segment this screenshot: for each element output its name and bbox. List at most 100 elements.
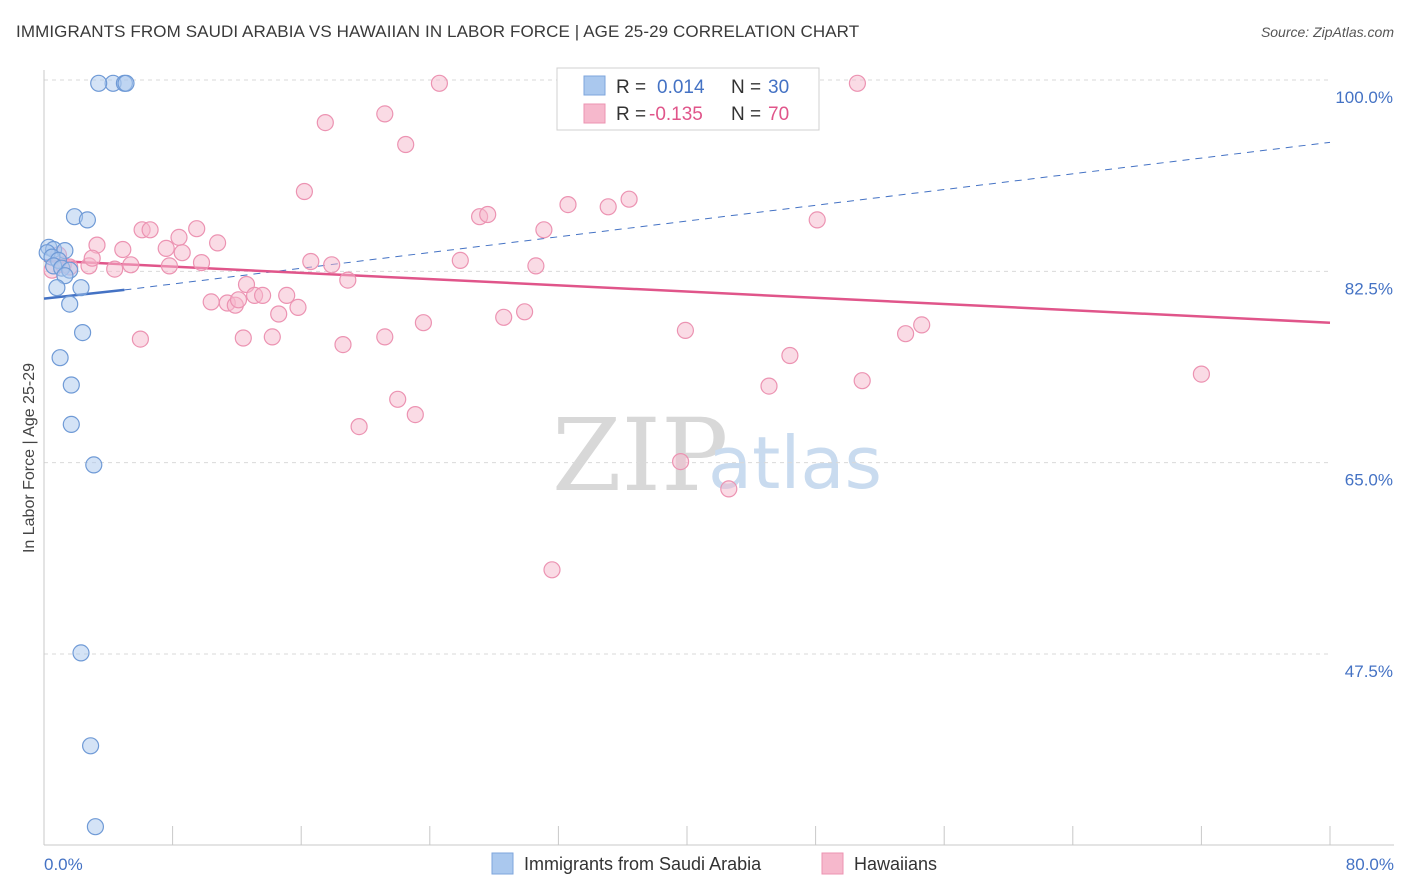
series-legend: Immigrants from Saudi Arabia Hawaiians <box>491 852 937 875</box>
source-credit: Source: ZipAtlas.com <box>1260 24 1394 40</box>
point-saudi-arabia <box>61 295 79 313</box>
point-hawaiian <box>913 316 931 334</box>
point-saudi-arabia <box>73 324 92 342</box>
x-tick-label-min: 0.0% <box>44 855 83 874</box>
point-hawaiian <box>406 406 424 424</box>
point-hawaiian <box>676 321 695 339</box>
point-hawaiian <box>495 308 513 326</box>
y-tick-label: 47.5% <box>1345 662 1393 681</box>
point-saudi-arabia <box>78 211 97 229</box>
point-hawaiian <box>289 298 307 316</box>
point-hawaiian <box>173 244 191 262</box>
y-tick-label: 100.0% <box>1335 88 1393 107</box>
point-hawaiian <box>599 198 617 216</box>
point-hawaiian <box>234 329 252 347</box>
point-hawaiian <box>671 453 690 471</box>
point-saudi-arabia <box>48 279 66 297</box>
point-hawaiian <box>451 251 469 269</box>
series-legend-label-blue: Immigrants from Saudi Arabia <box>524 854 762 874</box>
point-hawaiian <box>202 293 220 311</box>
series-legend-swatch-blue <box>491 852 514 875</box>
y-tick-label: 82.5% <box>1345 279 1393 298</box>
point-hawaiian <box>559 196 577 214</box>
point-hawaiian <box>376 105 394 123</box>
point-hawaiian <box>295 182 313 201</box>
point-saudi-arabia <box>117 74 135 92</box>
point-hawaiian <box>515 303 534 321</box>
point-hawaiian <box>781 346 799 365</box>
point-hawaiian <box>527 257 545 275</box>
legend-r-value-blue: 0.014 <box>657 77 705 98</box>
point-hawaiian <box>414 314 432 332</box>
data-points <box>38 74 1211 836</box>
x-tick-label-max: 80.0% <box>1346 855 1394 874</box>
watermark-zip: ZIP <box>552 397 728 514</box>
point-hawaiian <box>339 271 357 289</box>
legend-n-label-blue: N = <box>731 77 761 98</box>
legend-r-label-blue: R = <box>616 77 646 98</box>
legend-n-value-blue: 30 <box>768 77 789 98</box>
point-hawaiian <box>808 211 826 229</box>
legend-swatch-blue <box>583 75 606 96</box>
legend-n-label-pink: N = <box>731 104 761 125</box>
point-hawaiian <box>278 286 296 304</box>
point-hawaiian <box>160 257 178 275</box>
point-hawaiian <box>157 239 175 257</box>
legend-n-value-pink: 70 <box>768 104 789 125</box>
legend-r-label-pink: R = <box>616 104 646 125</box>
point-saudi-arabia <box>72 644 90 662</box>
point-saudi-arabia <box>72 279 90 297</box>
point-hawaiian <box>535 221 553 239</box>
point-hawaiian <box>479 205 497 224</box>
series-legend-label-pink: Hawaiians <box>854 854 937 874</box>
point-hawaiian <box>192 254 211 272</box>
point-hawaiian <box>209 234 227 252</box>
trend-line-hawaiian <box>43 259 1331 324</box>
point-hawaiian <box>760 377 778 395</box>
point-hawaiian <box>620 190 638 208</box>
point-hawaiian <box>896 325 915 343</box>
point-hawaiian <box>720 480 738 498</box>
point-hawaiian <box>229 291 248 309</box>
point-hawaiian <box>106 260 124 278</box>
point-hawaiian <box>334 336 352 354</box>
series-legend-swatch-pink <box>821 852 844 875</box>
point-saudi-arabia <box>86 818 105 836</box>
point-hawaiian <box>302 252 320 271</box>
point-hawaiian <box>543 561 561 579</box>
point-hawaiian <box>114 240 132 259</box>
point-saudi-arabia <box>62 415 80 433</box>
point-saudi-arabia <box>85 456 103 474</box>
y-tick-label: 65.0% <box>1345 471 1393 490</box>
point-hawaiian <box>270 305 288 323</box>
stats-legend: R = 0.014 N = 30 R = -0.135 N = 70 <box>556 67 820 131</box>
point-hawaiian <box>848 74 867 92</box>
point-hawaiian <box>170 228 188 246</box>
point-saudi-arabia <box>62 376 80 394</box>
point-hawaiian <box>430 74 448 92</box>
y-axis-label: In Labor Force | Age 25-29 <box>21 363 38 553</box>
legend-r-value-pink: -0.135 <box>649 104 703 125</box>
point-saudi-arabia <box>56 267 74 285</box>
point-hawaiian <box>188 220 206 238</box>
point-hawaiian <box>83 249 101 267</box>
point-saudi-arabia <box>90 74 108 92</box>
point-hawaiian <box>263 328 281 346</box>
point-hawaiian <box>122 256 140 274</box>
point-hawaiian <box>376 328 394 346</box>
x-tick-marks <box>43 826 1331 845</box>
point-hawaiian <box>131 330 149 348</box>
y-tick-labels: 47.5% 65.0% 82.5% 100.0% <box>1335 88 1393 681</box>
point-hawaiian <box>254 286 272 304</box>
chart-title: IMMIGRANTS FROM SAUDI ARABIA VS HAWAIIAN… <box>16 22 860 41</box>
point-saudi-arabia <box>51 349 69 367</box>
point-hawaiian <box>323 256 341 274</box>
point-hawaiian <box>389 390 407 408</box>
point-hawaiian <box>350 418 368 436</box>
point-hawaiian <box>853 372 871 390</box>
point-hawaiian <box>1192 365 1211 383</box>
point-hawaiian <box>316 113 334 132</box>
point-hawaiian <box>397 135 415 154</box>
legend-swatch-pink <box>583 103 606 124</box>
